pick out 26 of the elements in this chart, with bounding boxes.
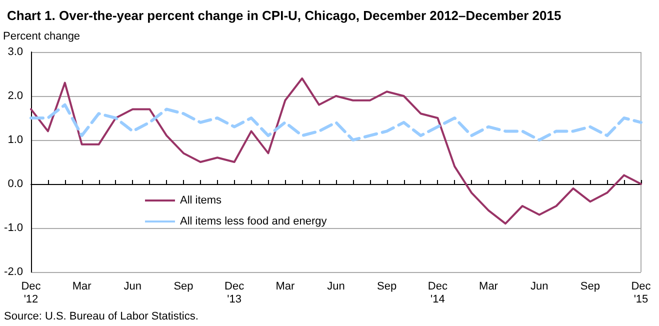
- x-tick-label: Sep: [580, 280, 600, 292]
- x-tick-label: Mar: [479, 280, 498, 292]
- chart-title: Chart 1. Over-the-year percent change in CPI-U, Chicago, December 2012–December 2015: [7, 8, 562, 23]
- source-note: Source: U.S. Bureau of Labor Statistics.: [4, 310, 198, 322]
- x-tick-label: Sep: [174, 280, 194, 292]
- x-tick-label: Jun: [124, 280, 142, 292]
- x-tick-label: Mar: [276, 280, 295, 292]
- y-tick-label: -1.0: [4, 222, 23, 234]
- x-tick-label: Sep: [377, 280, 397, 292]
- x-tick-label: Jun: [327, 280, 345, 292]
- x-tick-label: Jun: [530, 280, 548, 292]
- line-series: [30, 103, 642, 142]
- y-tick-label: 0.0: [8, 178, 23, 190]
- x-tick-label: Dec '12: [21, 280, 42, 306]
- x-tick-label: Dec '13: [224, 280, 245, 306]
- x-tick-label: Dec '15: [631, 280, 652, 306]
- x-tick-label: Mar: [72, 280, 92, 292]
- y-axis-title: Percent change: [3, 30, 80, 42]
- y-tick-label: -2.0: [4, 266, 23, 278]
- y-tick-label: 3.0: [8, 46, 23, 58]
- y-tick-label: 2.0: [8, 90, 23, 102]
- x-tick-label: Dec '14: [428, 280, 448, 306]
- legend-label: All items: [180, 194, 222, 206]
- line-series: [30, 77, 642, 225]
- legend-label: All items less food and energy: [180, 216, 328, 228]
- y-tick-label: 1.0: [8, 134, 23, 146]
